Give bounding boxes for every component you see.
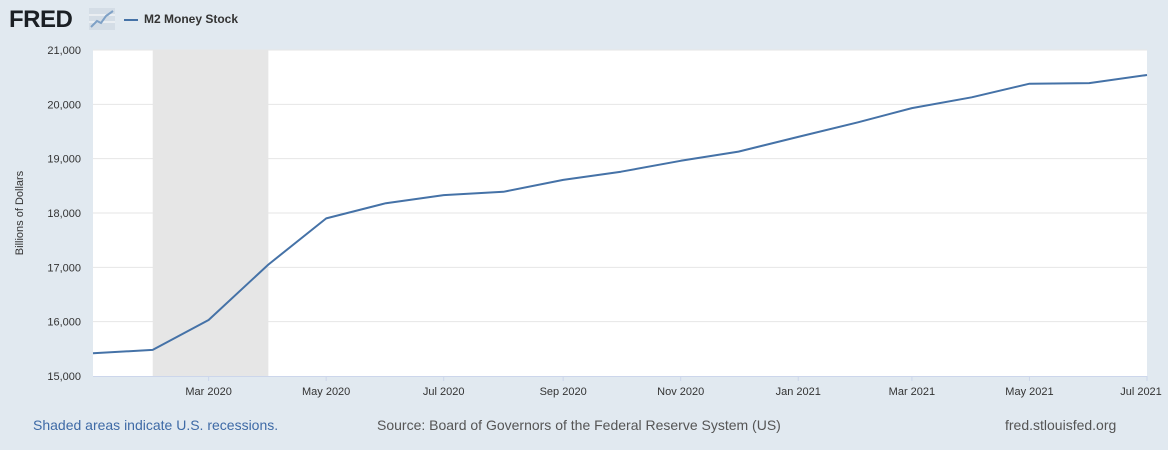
- x-tick-label: Jul 2020: [423, 386, 465, 398]
- x-tick-label: May 2020: [302, 386, 350, 398]
- y-tick-label: 18,000: [47, 208, 81, 220]
- y-tick-label: 20,000: [47, 99, 81, 111]
- x-tick-label: Jul 2021: [1120, 386, 1162, 398]
- y-tick-label: 15,000: [47, 371, 81, 383]
- legend-line-swatch: [124, 19, 138, 21]
- x-tick-label: Nov 2020: [657, 386, 704, 398]
- line-chart: 15,000 16,000 17,000 18,000 19,000 20,000 21,0…: [14, 45, 1162, 398]
- x-tick-label: Sep 2020: [540, 386, 587, 398]
- x-tick-label: May 2021: [1005, 386, 1053, 398]
- x-tick-label: Jan 2021: [776, 386, 821, 398]
- fred-logo[interactable]: FRED: [9, 6, 73, 33]
- series-line-m2: [92, 74, 1148, 355]
- trend-graph-icon: [89, 8, 115, 30]
- x-tick-label: Mar 2020: [185, 386, 231, 398]
- fred-site-link[interactable]: fred.stlouisfed.org: [1005, 417, 1117, 433]
- y-tick-label: 21,000: [47, 45, 81, 57]
- y-tick-label: 19,000: [47, 154, 81, 166]
- y-tick-label: 16,000: [47, 317, 81, 329]
- recession-note-link[interactable]: Shaded areas indicate U.S. recessions.: [33, 417, 279, 433]
- y-axis-label: Billions of Dollars: [14, 170, 26, 255]
- x-tick-label: Mar 2021: [889, 386, 935, 398]
- chart-header: FRED M2 Money Stock: [0, 0, 1168, 40]
- source-note: Source: Board of Governors of the Federa…: [377, 417, 781, 433]
- legend-label: M2 Money Stock: [144, 12, 239, 26]
- y-tick-label: 17,000: [47, 262, 81, 274]
